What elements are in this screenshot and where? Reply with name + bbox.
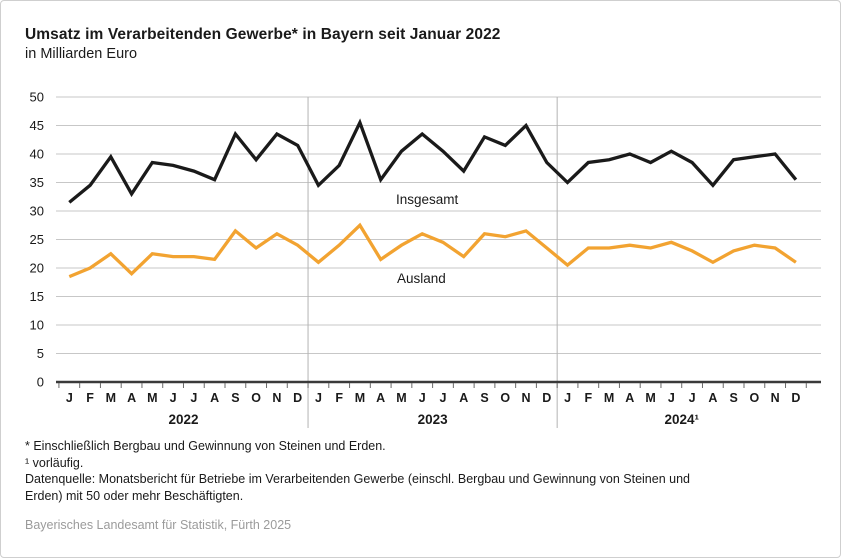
svg-text:J: J bbox=[66, 391, 73, 405]
svg-text:35: 35 bbox=[30, 175, 44, 190]
svg-text:S: S bbox=[729, 391, 737, 405]
year-label: 2023 bbox=[418, 412, 449, 427]
footnote-asterisk: * Einschließlich Bergbau und Gewinnung v… bbox=[25, 439, 386, 453]
footnote-preliminary: ¹ vorläufig. bbox=[25, 455, 84, 470]
footnote-datasource-line2: Erden) mit 50 oder mehr Beschäftigten. bbox=[25, 488, 244, 503]
svg-text:40: 40 bbox=[30, 147, 44, 162]
svg-text:50: 50 bbox=[30, 90, 44, 105]
svg-text:D: D bbox=[542, 391, 551, 405]
svg-text:25: 25 bbox=[30, 232, 44, 247]
chart-title: Umsatz im Verarbeitenden Gewerbe* in Bay… bbox=[25, 26, 501, 43]
svg-text:N: N bbox=[771, 391, 780, 405]
svg-text:M: M bbox=[147, 391, 157, 405]
svg-text:30: 30 bbox=[30, 204, 44, 219]
svg-text:10: 10 bbox=[30, 318, 44, 333]
svg-text:F: F bbox=[86, 391, 94, 405]
svg-text:5: 5 bbox=[37, 346, 44, 361]
ausland-label: Ausland bbox=[397, 271, 446, 286]
svg-text:J: J bbox=[170, 391, 177, 405]
publisher-credit: Bayerisches Landesamt für Statistik, Für… bbox=[25, 518, 292, 532]
svg-text:A: A bbox=[459, 391, 468, 405]
svg-text:A: A bbox=[376, 391, 385, 405]
ausland-line bbox=[68, 222, 797, 279]
svg-text:A: A bbox=[210, 391, 219, 405]
svg-text:J: J bbox=[689, 391, 696, 405]
insgesamt-line bbox=[68, 118, 798, 204]
svg-text:A: A bbox=[708, 391, 717, 405]
svg-text:S: S bbox=[231, 391, 239, 405]
svg-text:M: M bbox=[355, 391, 365, 405]
x-axis-ticks bbox=[58, 383, 807, 388]
svg-text:M: M bbox=[645, 391, 655, 405]
svg-text:J: J bbox=[440, 391, 447, 405]
svg-text:J: J bbox=[315, 391, 322, 405]
svg-text:F: F bbox=[584, 391, 592, 405]
svg-text:20: 20 bbox=[30, 261, 44, 276]
svg-text:0: 0 bbox=[37, 375, 44, 390]
year-label: 2024¹ bbox=[664, 412, 699, 427]
svg-text:M: M bbox=[106, 391, 116, 405]
svg-text:D: D bbox=[293, 391, 302, 405]
svg-text:M: M bbox=[396, 391, 406, 405]
year-label: 2022 bbox=[168, 412, 198, 427]
svg-text:J: J bbox=[190, 391, 197, 405]
y-axis-labels: 0 5 10 15 20 25 30 35 40 45 50 bbox=[30, 90, 44, 390]
svg-text:D: D bbox=[791, 391, 800, 405]
chart-subtitle: in Milliarden Euro bbox=[25, 46, 138, 62]
insgesamt-label: Insgesamt bbox=[396, 192, 459, 207]
svg-text:J: J bbox=[419, 391, 426, 405]
svg-text:S: S bbox=[480, 391, 488, 405]
svg-text:A: A bbox=[625, 391, 634, 405]
svg-text:45: 45 bbox=[30, 118, 44, 133]
footnote-datasource-line1: Datenquelle: Monatsbericht für Betriebe … bbox=[25, 472, 690, 486]
svg-text:M: M bbox=[604, 391, 614, 405]
svg-text:15: 15 bbox=[30, 289, 44, 304]
svg-text:F: F bbox=[335, 391, 343, 405]
svg-text:N: N bbox=[522, 391, 531, 405]
svg-text:O: O bbox=[251, 391, 261, 405]
svg-text:J: J bbox=[564, 391, 571, 405]
footnotes: * Einschließlich Bergbau und Gewinnung v… bbox=[25, 438, 825, 504]
svg-text:J: J bbox=[668, 391, 675, 405]
svg-text:N: N bbox=[272, 391, 281, 405]
svg-text:O: O bbox=[500, 391, 510, 405]
gridlines bbox=[56, 96, 821, 354]
svg-text:O: O bbox=[750, 391, 760, 405]
svg-text:A: A bbox=[127, 391, 136, 405]
